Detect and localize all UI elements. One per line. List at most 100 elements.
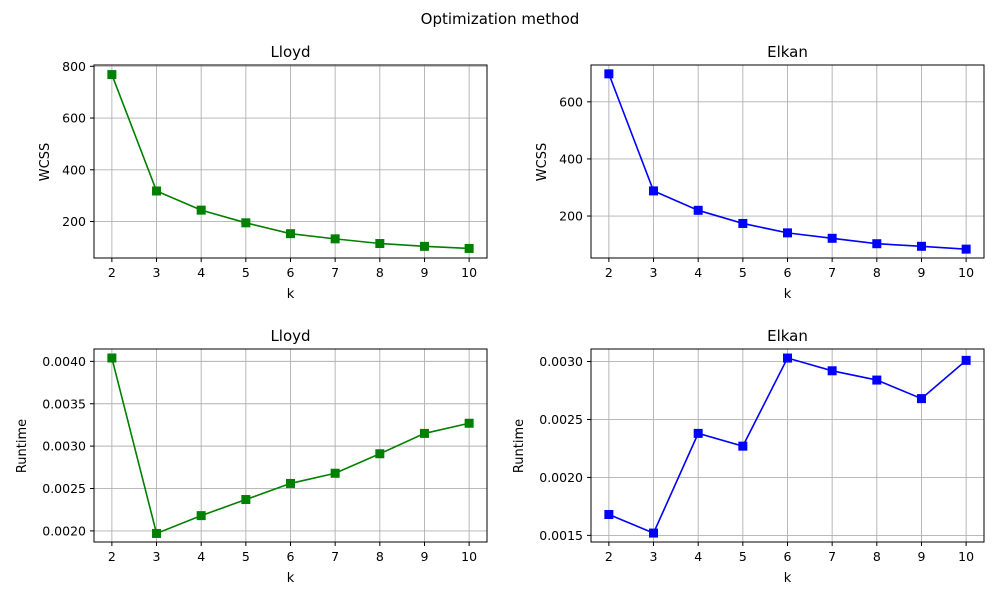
x-axis-label: k <box>784 287 792 302</box>
x-tick-label: 7 <box>828 265 836 280</box>
x-tick-label: 6 <box>784 265 792 280</box>
data-point-marker <box>375 449 385 459</box>
x-tick-label: 7 <box>828 549 836 564</box>
axes-frame <box>93 348 488 543</box>
data-point-marker <box>107 70 117 80</box>
data-point-marker <box>107 353 117 363</box>
data-point-marker <box>286 229 295 239</box>
y-tick-label: 0.0025 <box>42 481 86 496</box>
data-point-marker <box>241 218 251 228</box>
x-tick-label: 5 <box>739 265 747 280</box>
data-point-marker <box>872 375 882 385</box>
x-tick-label: 3 <box>153 549 161 564</box>
y-tick-label: 200 <box>62 214 86 229</box>
y-tick-label: 200 <box>559 209 583 224</box>
y-tick-label: 0.0015 <box>539 528 583 543</box>
panel-elkan-runtime: Elkan k Runtime 2 3 4 5 6 7 8 9 10 0.0015 0.0020 0.… <box>512 327 985 586</box>
x-tick-label: 7 <box>331 265 339 280</box>
x-tick-label: 2 <box>605 265 613 280</box>
panel-title: Elkan <box>767 327 808 345</box>
y-tick-label: 0.0030 <box>539 354 583 369</box>
x-tick-label: 9 <box>421 549 429 564</box>
y-tick-label: 600 <box>62 111 86 126</box>
x-tick-label: 9 <box>918 265 926 280</box>
data-point-marker <box>916 394 926 404</box>
x-tick-label: 6 <box>784 549 792 564</box>
x-tick-label: 5 <box>739 549 747 564</box>
data-point-marker <box>464 418 474 428</box>
data-point-marker <box>286 478 295 488</box>
y-axis-label: Runtime <box>512 419 527 473</box>
data-point-marker <box>419 428 429 438</box>
y-tick-label: 0.0030 <box>42 439 86 454</box>
x-tick-label: 8 <box>376 549 384 564</box>
x-tick-label: 4 <box>694 265 702 280</box>
data-point-marker <box>649 528 659 538</box>
y-tick-label: 400 <box>559 151 583 166</box>
y-tick-label: 0.0025 <box>539 412 583 427</box>
x-tick-label: 2 <box>108 265 116 280</box>
data-point-marker <box>330 234 340 244</box>
panel-title: Lloyd <box>270 43 310 61</box>
data-point-marker <box>693 205 703 215</box>
data-point-marker <box>604 69 614 79</box>
x-tick-label: 4 <box>694 549 702 564</box>
data-point-marker <box>196 205 206 215</box>
x-tick-label: 6 <box>287 549 295 564</box>
x-tick-label: 9 <box>918 549 926 564</box>
data-point-marker <box>419 241 429 251</box>
y-axis-label: Runtime <box>15 419 30 473</box>
x-tick-label: 10 <box>958 549 974 564</box>
x-tick-label: 2 <box>605 549 613 564</box>
data-point-marker <box>152 186 162 196</box>
y-tick-label: 0.0035 <box>42 396 86 411</box>
axes-frame <box>590 348 985 543</box>
x-tick-label: 3 <box>650 265 658 280</box>
y-tick-label: 600 <box>559 94 583 109</box>
grid <box>591 65 984 258</box>
x-tick-label: 8 <box>873 265 881 280</box>
data-point-marker <box>738 218 748 228</box>
figure-suptitle: Optimization method <box>421 10 580 28</box>
x-tick-label: 10 <box>461 265 477 280</box>
x-tick-label: 10 <box>461 549 477 564</box>
grid <box>94 349 487 542</box>
x-tick-label: 7 <box>331 549 339 564</box>
data-point-marker <box>961 244 971 254</box>
data-point-marker <box>375 239 385 249</box>
x-tick-label: 9 <box>421 265 429 280</box>
data-point-marker <box>464 243 474 253</box>
data-point-marker <box>152 528 162 538</box>
x-tick-label: 2 <box>108 549 116 564</box>
x-axis-label: k <box>287 571 295 586</box>
x-tick-label: 5 <box>242 265 250 280</box>
y-axis-label: WCSS <box>38 143 53 181</box>
panel-title: Elkan <box>767 43 808 61</box>
x-tick-label: 5 <box>242 549 250 564</box>
x-tick-label: 8 <box>873 549 881 564</box>
x-tick-label: 4 <box>197 549 205 564</box>
grid <box>94 65 487 258</box>
data-point-marker <box>961 355 971 365</box>
panel-lloyd-runtime: Lloyd k Runtime 2 3 4 5 6 7 8 9 10 0.0020 0.0025 0.… <box>15 327 488 586</box>
x-axis-label: k <box>784 571 792 586</box>
data-point-marker <box>693 428 703 438</box>
x-tick-label: 6 <box>287 265 295 280</box>
data-point-marker <box>649 186 659 196</box>
x-axis-label: k <box>287 287 295 302</box>
y-axis-label: WCSS <box>535 143 550 181</box>
axes-frame <box>590 64 985 259</box>
data-point-marker <box>783 228 792 238</box>
data-point-marker <box>330 468 340 478</box>
data-point-marker <box>241 495 251 505</box>
data-point-marker <box>827 366 837 376</box>
x-tick-label: 10 <box>958 265 974 280</box>
data-point-marker <box>738 441 748 451</box>
data-point-marker <box>872 239 882 249</box>
y-tick-label: 0.0020 <box>539 470 583 485</box>
panel-elkan-wcss: Elkan k WCSS 2 3 4 5 6 7 8 9 10 200 400 600 <box>535 43 985 302</box>
x-tick-label: 3 <box>153 265 161 280</box>
data-point-marker <box>604 510 614 520</box>
